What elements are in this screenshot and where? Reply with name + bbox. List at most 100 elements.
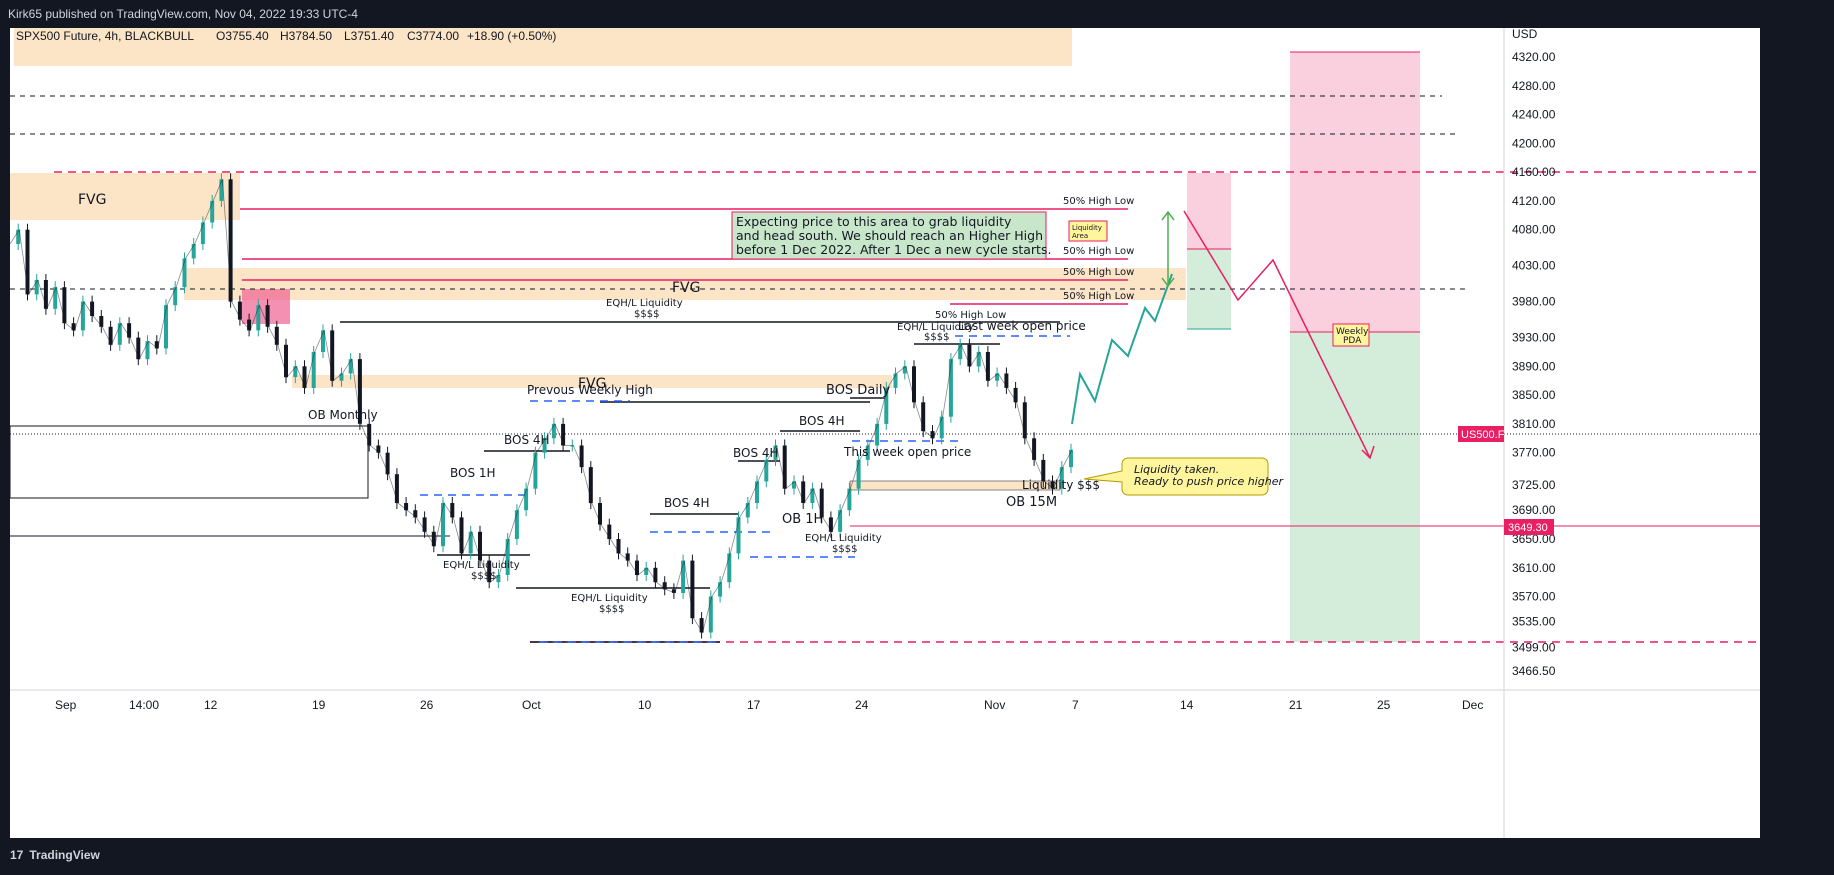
- y-axis-ticks: 4320.00 4280.00 4240.00 4200.00 4160.00 4120.…: [1512, 50, 1556, 678]
- ohlc-header-zone: [14, 28, 1072, 66]
- projection-red-path: [1183, 210, 1371, 459]
- bos-daily-label: BOS Daily: [826, 383, 891, 398]
- tradingview-logo[interactable]: 17 TradingView: [10, 848, 100, 862]
- x-tick-label: 19: [312, 698, 326, 712]
- green-arrow-top: [1161, 210, 1175, 221]
- y-tick-label: 4160.00: [1512, 165, 1556, 179]
- tradingview-brand: TradingView: [29, 848, 100, 862]
- x-tick-label: Sep: [55, 698, 77, 712]
- bos4h-label-2: BOS 4H: [664, 496, 710, 510]
- fvg-zone-left: [10, 173, 240, 220]
- ohlc-open: O3755.40: [216, 29, 269, 43]
- y-tick-label: 4240.00: [1512, 108, 1556, 122]
- x-tick-label: Oct: [522, 698, 541, 712]
- weekly-pda-tag: [1332, 323, 1370, 347]
- ohlc-high: H3784.50: [280, 29, 332, 43]
- note-line-3: before 1 Dec 2022. After 1 Dec a new cyc…: [736, 242, 1051, 257]
- x-tick-label: 14: [1180, 698, 1194, 712]
- x-tick-label: 25: [1377, 698, 1391, 712]
- y-tick-label: 3535.00: [1512, 615, 1556, 629]
- bos4h-label-1: BOS 4H: [504, 433, 550, 447]
- eqh-label-2: EQH/L Liquidity: [897, 322, 974, 333]
- callout-line-1: Liquidity taken.: [1134, 463, 1219, 476]
- y-tick-label: 4200.00: [1512, 136, 1556, 150]
- weekly-pink-zone: [1290, 52, 1420, 332]
- note-line-2: and head south. We should reach an Highe…: [736, 228, 1043, 243]
- eqh-label-5: EQH/L Liquidity: [805, 533, 882, 544]
- liquidity-area-tag: [1068, 220, 1108, 242]
- pink-projection-zone: [1187, 173, 1231, 249]
- ob-monthly-label: OB Monthly: [308, 408, 378, 422]
- y-tick-label: 3499.00: [1512, 641, 1556, 655]
- callout-bubble: [1083, 457, 1269, 496]
- y-tick-label: 3650.00: [1512, 532, 1556, 546]
- ohlc-close: C3774.00: [407, 29, 459, 43]
- this-week-open-label: This week open price: [843, 445, 971, 459]
- price-series: [10, 173, 1073, 639]
- y-tick-label: 4030.00: [1512, 259, 1556, 273]
- x-tick-label: 10: [638, 698, 652, 712]
- y-tick-label: 3725.00: [1512, 478, 1556, 492]
- x-tick-label: 14:00: [129, 698, 159, 712]
- fvg-label-left: FVG: [78, 192, 106, 208]
- note-line-1: Expecting price to this area to grab liq…: [736, 214, 1012, 229]
- eqh-label-1: EQH/L Liquidity: [606, 298, 683, 309]
- y-tick-label: 3850.00: [1512, 388, 1556, 402]
- half-hl-label-1: 50% High Low: [1063, 196, 1134, 207]
- liquidity-area-line-1: Liquidity: [1072, 224, 1102, 232]
- x-tick-label: 21: [1289, 698, 1303, 712]
- level-price-tag: [1504, 519, 1554, 535]
- y-tick-label: 3930.00: [1512, 331, 1556, 345]
- liquidity-area-line-2: Area: [1072, 232, 1088, 240]
- bos1h-label: BOS 1H: [450, 466, 496, 480]
- published-header: Kirk65 published on TradingView.com, Nov…: [0, 0, 1834, 28]
- tradingview-logo-icon: 17: [10, 848, 24, 862]
- x-tick-label: Nov: [984, 698, 1005, 712]
- projection-green-path: [1071, 273, 1173, 425]
- x-axis-ticks: Sep 14:00 12 19 26 Oct 10 17 24 Nov 7 14 21 25 Dec: [55, 698, 1483, 712]
- last-week-open-label: Last week open price: [958, 319, 1086, 333]
- bos4h-label-3: BOS 4H: [733, 446, 779, 460]
- chart-svg: SPX500 Future, 4h, BLACKBULL O3755.40 H3…: [10, 28, 1760, 838]
- fvg-zone-mid: [292, 375, 892, 388]
- ssss-label-1: $$$$: [634, 309, 659, 320]
- fvg-zone-center: [184, 268, 1186, 300]
- green-arrow-bottom: [1161, 277, 1175, 288]
- y-tick-label: 3810.00: [1512, 417, 1556, 431]
- weekly-green-zone: [1290, 332, 1420, 642]
- half-hl-label-3: 50% High Low: [1063, 267, 1134, 278]
- ob-monthly-box: [10, 425, 369, 499]
- ssss-label-3: $$$$: [471, 571, 496, 582]
- x-tick-label: 26: [420, 698, 434, 712]
- current-price-label: US500.F: [1461, 429, 1505, 441]
- x-tick-label: Dec: [1462, 698, 1483, 712]
- x-tick-label: 7: [1072, 698, 1079, 712]
- current-price-tag: [1458, 426, 1504, 442]
- y-tick-label: 4120.00: [1512, 194, 1556, 208]
- y-tick-label: 3610.00: [1512, 561, 1556, 575]
- y-tick-label: 3466.50: [1512, 664, 1556, 678]
- x-tick-label: 17: [747, 698, 761, 712]
- ohlc-change: +18.90 (+0.50%): [467, 29, 556, 43]
- y-tick-label: 3570.00: [1512, 590, 1556, 604]
- fvg-label-mid: FVG: [578, 376, 606, 392]
- prev-weekly-high-label: Prevous Weekly High: [527, 383, 653, 397]
- ob-1h-label: OB 1H: [782, 512, 823, 527]
- y-tick-label: 3770.00: [1512, 446, 1556, 460]
- y-tick-label: 3980.00: [1512, 295, 1556, 309]
- note-box: [731, 211, 1047, 260]
- fvg-label-center: FVG: [672, 280, 700, 296]
- published-text: Kirk65 published on TradingView.com, Nov…: [8, 7, 358, 21]
- chart-title: SPX500 Future, 4h, BLACKBULL: [16, 29, 194, 43]
- half-hl-label-4: 50% High Low: [1063, 291, 1134, 302]
- ssss-label-5: $$$$: [832, 544, 857, 555]
- ssss-label-2: $$$$: [924, 332, 949, 343]
- x-tick-label: 24: [855, 698, 869, 712]
- weekly-pda-line-2: PDA: [1343, 336, 1362, 346]
- price-line: [10, 179, 1073, 634]
- ob-15m-label: OB 15M: [1006, 495, 1057, 510]
- liquidity-sss-label: Liquidity $$$: [1022, 478, 1100, 492]
- chart-area[interactable]: SPX500 Future, 4h, BLACKBULL O3755.40 H3…: [10, 28, 1760, 838]
- ohlc-low: L3751.40: [344, 29, 394, 43]
- bos4h-label-4: BOS 4H: [799, 414, 845, 428]
